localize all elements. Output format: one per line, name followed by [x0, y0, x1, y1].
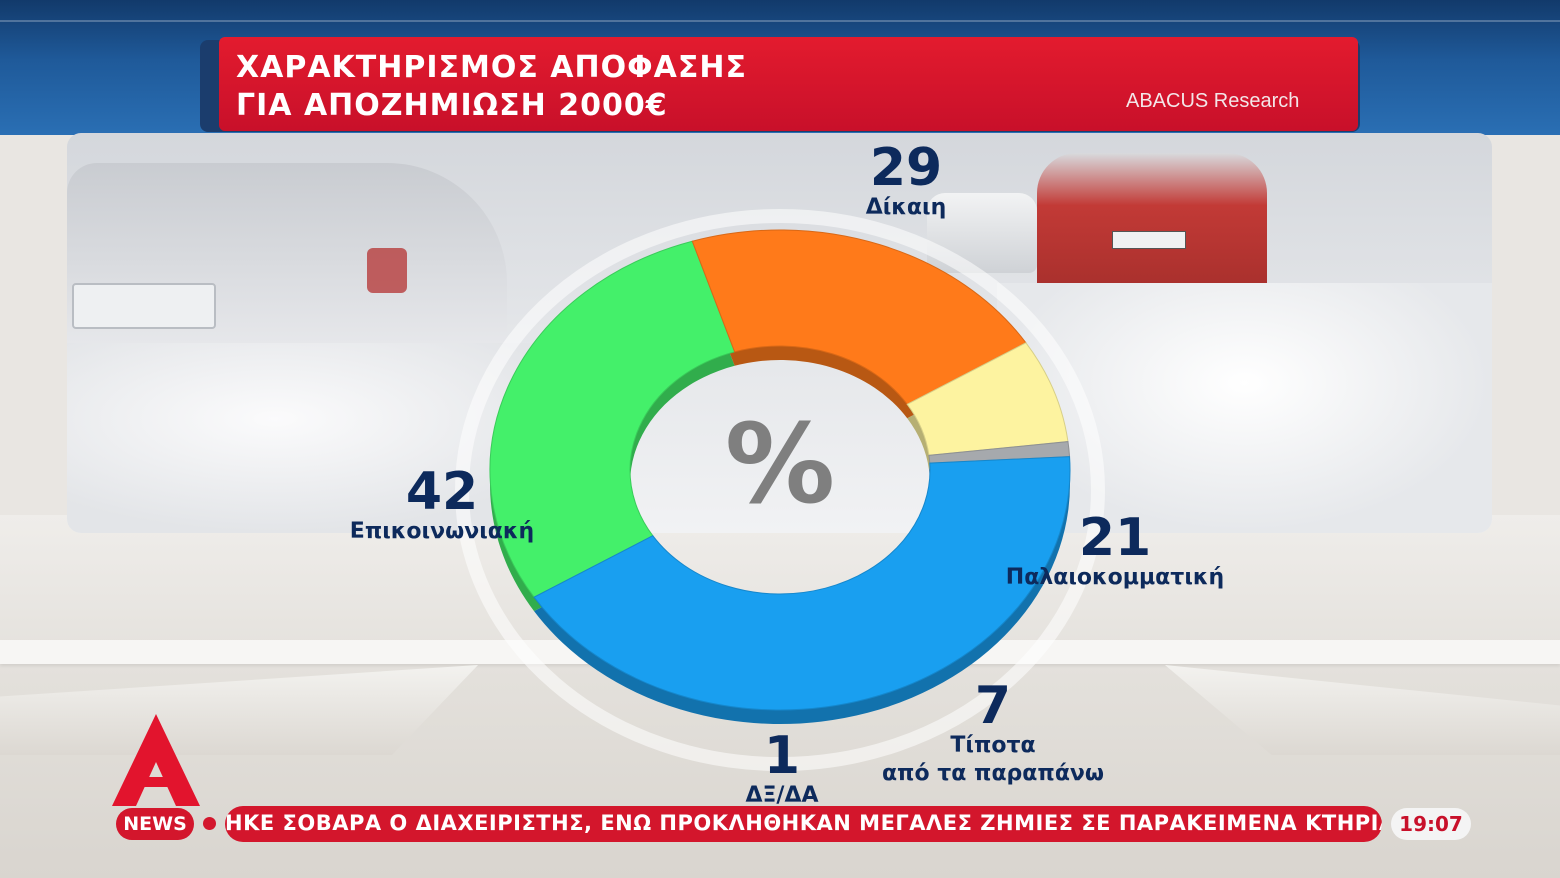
slice-value: 7	[974, 676, 1012, 736]
license-plate	[1112, 231, 1186, 249]
slice-value: 42	[405, 462, 479, 522]
ticker-dot	[203, 817, 216, 830]
slice-label: 1 ΔΞ/ΔΑ	[642, 730, 922, 810]
source-label: ABACUS Research	[1126, 90, 1300, 112]
license-plate	[72, 283, 216, 329]
donut-slice	[691, 229, 1027, 405]
car-taillight	[367, 248, 407, 293]
center-percent-label: %	[725, 400, 835, 528]
slice-label: 29 Δίκαιη	[766, 142, 1046, 222]
news-ticker: ΗΚΕ ΣΟΒΑΡΑ Ο ΔΙΑΧΕΙΡΙΣΤΗΣ, ΕΝΩ ΠΡΟΚΛΗΘΗΚ…	[225, 806, 1382, 842]
clock: 19:07	[1391, 808, 1471, 840]
slice-label: 7 Τίποτα από τα παραπάνω	[853, 680, 1133, 788]
slice-value: 29	[869, 138, 943, 198]
slice-label: 42 Επικοινωνιακή	[302, 466, 582, 546]
alpha-news-logo-icon	[112, 714, 200, 806]
slice-category: Τίποτα	[950, 733, 1036, 758]
news-badge: NEWS	[116, 808, 194, 840]
slice-label: 21 Παλαιοκομματική	[975, 512, 1255, 592]
ticker-text: ΗΚΕ ΣΟΒΑΡΑ Ο ΔΙΑΧΕΙΡΙΣΤΗΣ, ΕΝΩ ΠΡΟΚΛΗΘΗΚ…	[225, 811, 1382, 835]
background-photo-snowy-street	[67, 133, 1492, 533]
slice-value: 21	[1078, 508, 1152, 568]
red-car	[1037, 153, 1267, 303]
snow-covered-car	[67, 163, 507, 363]
donut-halo	[455, 209, 1105, 771]
donut-slice	[489, 240, 736, 598]
slice-category: Παλαιοκομματική	[1005, 565, 1225, 590]
chart-title-line-2: ΓΙΑ ΑΠΟΖΗΜΙΩΣΗ 2000€	[236, 88, 668, 123]
slice-category: από τα παραπάνω	[881, 761, 1105, 786]
slice-category: ΔΞ/ΔΑ	[745, 783, 819, 808]
slice-category: Δίκαιη	[865, 195, 947, 220]
donut-slice	[533, 456, 1071, 711]
slice-value: 1	[763, 726, 801, 786]
header-banner	[219, 37, 1358, 131]
chart-title-line-1: ΧΑΡΑΚΤΗΡΙΣΜΟΣ ΑΠΟΦΑΣΗΣ	[236, 50, 747, 85]
slice-category: Επικοινωνιακή	[349, 519, 535, 544]
